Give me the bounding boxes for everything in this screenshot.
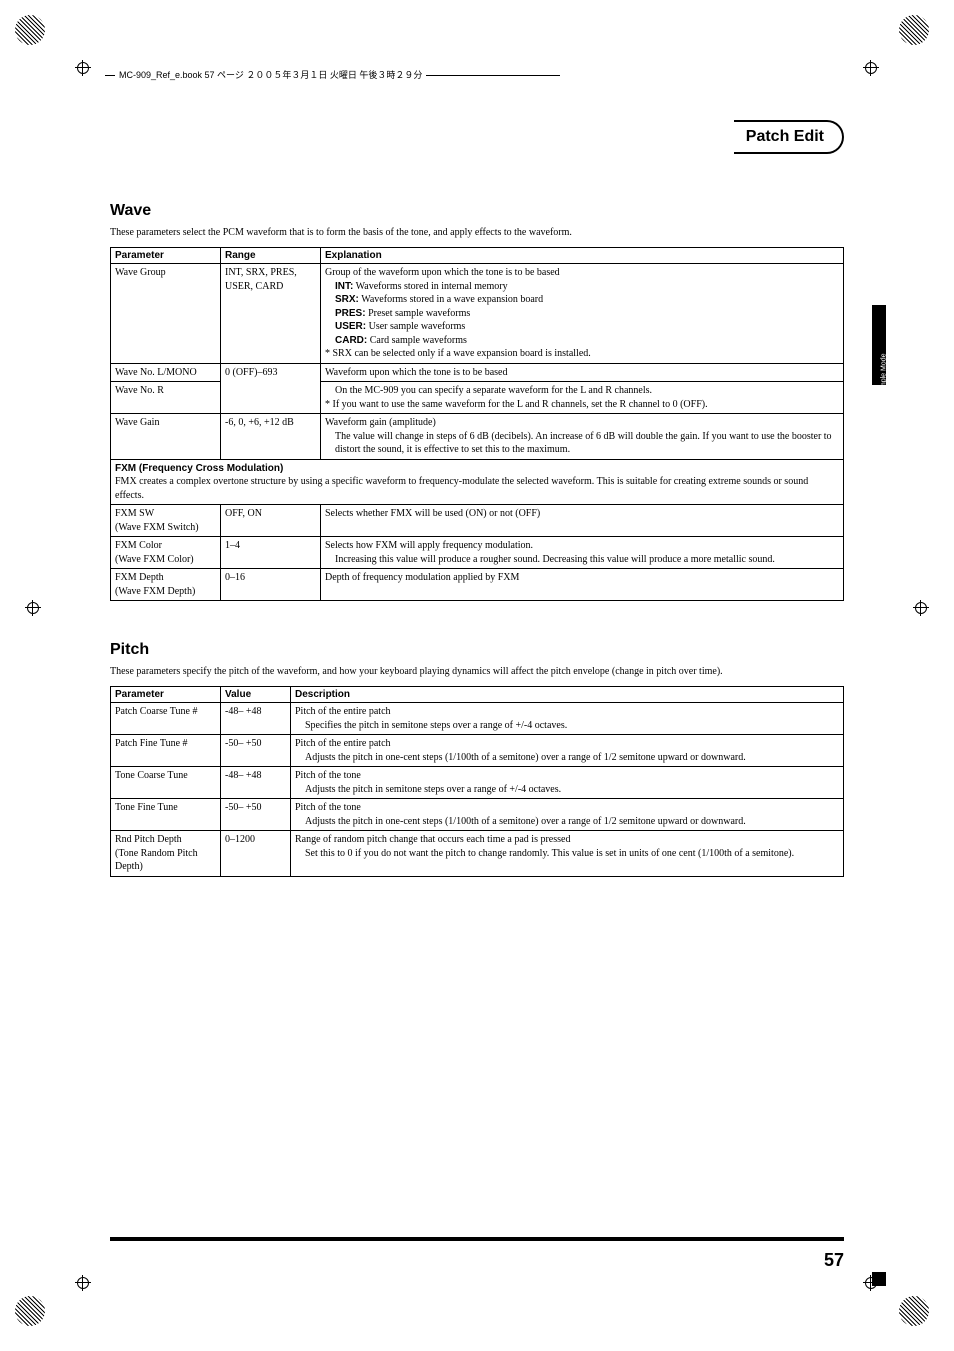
reg-mark-bottom-right bbox=[899, 1296, 939, 1336]
side-tab-label: Patch/Sample Mode bbox=[881, 354, 888, 417]
cell-exp: Group of the waveform upon which the ton… bbox=[321, 264, 844, 364]
wave-heading: Wave bbox=[110, 202, 844, 220]
pitch-intro: These parameters specify the pitch of th… bbox=[110, 665, 844, 678]
crop-mark-top-left bbox=[75, 60, 91, 76]
page-content: Patch Edit Wave These parameters select … bbox=[110, 120, 844, 877]
cell-range: 1–4 bbox=[221, 537, 321, 569]
cell-exp: On the MC-909 you can specify a separate… bbox=[321, 382, 844, 414]
cell-value: -50– +50 bbox=[221, 735, 291, 767]
crop-mark-mid-left bbox=[25, 600, 41, 616]
table-row: Wave No. L/MONO 0 (OFF)–693 Waveform upo… bbox=[111, 363, 844, 382]
table-row: FXM Depth (Wave FXM Depth) 0–16 Depth of… bbox=[111, 569, 844, 601]
crop-mark-bottom-left bbox=[75, 1275, 91, 1291]
th-range: Range bbox=[221, 248, 321, 264]
table-row: FXM SW (Wave FXM Switch) OFF, ON Selects… bbox=[111, 505, 844, 537]
table-row: Tone Coarse Tune -48– +48 Pitch of the t… bbox=[111, 767, 844, 799]
pitch-heading: Pitch bbox=[110, 641, 844, 659]
cell-param: Wave No. R bbox=[111, 382, 221, 414]
table-header-row: Parameter Range Explanation bbox=[111, 248, 844, 264]
cell-desc: Pitch of the entire patch Adjusts the pi… bbox=[291, 735, 844, 767]
cell-subhead: FXM (Frequency Cross Modulation) FMX cre… bbox=[111, 459, 844, 505]
table-subsection: FXM (Frequency Cross Modulation) FMX cre… bbox=[111, 459, 844, 505]
th-description: Description bbox=[291, 687, 844, 703]
pitch-table: Parameter Value Description Patch Coarse… bbox=[110, 686, 844, 877]
cell-param: Tone Fine Tune bbox=[111, 799, 221, 831]
thumb-index-mark bbox=[872, 1272, 886, 1286]
reg-mark-bottom-left bbox=[15, 1296, 55, 1336]
cell-exp: Selects whether FMX will be used (ON) or… bbox=[321, 505, 844, 537]
table-row: Rnd Pitch Depth (Tone Random Pitch Depth… bbox=[111, 831, 844, 877]
cell-desc: Pitch of the tone Adjusts the pitch in s… bbox=[291, 767, 844, 799]
table-row: Tone Fine Tune -50– +50 Pitch of the ton… bbox=[111, 799, 844, 831]
table-row: Patch Coarse Tune # -48– +48 Pitch of th… bbox=[111, 703, 844, 735]
cell-param: Wave Gain bbox=[111, 414, 221, 460]
reg-mark-top-left bbox=[15, 15, 55, 55]
cell-exp: Selects how FXM will apply frequency mod… bbox=[321, 537, 844, 569]
cell-desc: Pitch of the entire patch Specifies the … bbox=[291, 703, 844, 735]
th-parameter: Parameter bbox=[111, 248, 221, 264]
table-row: Wave Group INT, SRX, PRES, USER, CARD Gr… bbox=[111, 264, 844, 364]
cell-value: 0–1200 bbox=[221, 831, 291, 877]
cell-value: -48– +48 bbox=[221, 703, 291, 735]
cell-range: -6, 0, +6, +12 dB bbox=[221, 414, 321, 460]
table-row: Wave Gain -6, 0, +6, +12 dB Waveform gai… bbox=[111, 414, 844, 460]
wave-intro: These parameters select the PCM waveform… bbox=[110, 226, 844, 239]
title-bar: Patch Edit bbox=[734, 120, 844, 154]
crop-mark-top-right bbox=[863, 60, 879, 76]
reg-mark-top-right bbox=[899, 15, 939, 55]
th-explanation: Explanation bbox=[321, 248, 844, 264]
table-row: FXM Color (Wave FXM Color) 1–4 Selects h… bbox=[111, 537, 844, 569]
table-header-row: Parameter Value Description bbox=[111, 687, 844, 703]
cell-exp: Depth of frequency modulation applied by… bbox=[321, 569, 844, 601]
cell-range: 0 (OFF)–693 bbox=[221, 363, 321, 414]
cell-value: -50– +50 bbox=[221, 799, 291, 831]
header-filename: MC-909_Ref_e.book 57 ページ ２００５年３月１日 火曜日 午… bbox=[115, 68, 426, 81]
cell-value: -48– +48 bbox=[221, 767, 291, 799]
cell-range: INT, SRX, PRES, USER, CARD bbox=[221, 264, 321, 364]
cell-exp: Waveform upon which the tone is to be ba… bbox=[321, 363, 844, 382]
cell-param: FXM Depth (Wave FXM Depth) bbox=[111, 569, 221, 601]
cell-range: 0–16 bbox=[221, 569, 321, 601]
table-row: Wave No. R On the MC-909 you can specify… bbox=[111, 382, 844, 414]
cell-param: Patch Fine Tune # bbox=[111, 735, 221, 767]
page-number: 57 bbox=[824, 1250, 844, 1271]
cell-param: Patch Coarse Tune # bbox=[111, 703, 221, 735]
crop-mark-mid-right bbox=[913, 600, 929, 616]
th-value: Value bbox=[221, 687, 291, 703]
cell-param: FXM Color (Wave FXM Color) bbox=[111, 537, 221, 569]
table-row: Patch Fine Tune # -50– +50 Pitch of the … bbox=[111, 735, 844, 767]
cell-range: OFF, ON bbox=[221, 505, 321, 537]
cell-param: Wave Group bbox=[111, 264, 221, 364]
cell-desc: Pitch of the tone Adjusts the pitch in o… bbox=[291, 799, 844, 831]
cell-param: Tone Coarse Tune bbox=[111, 767, 221, 799]
cell-param: Rnd Pitch Depth (Tone Random Pitch Depth… bbox=[111, 831, 221, 877]
th-parameter: Parameter bbox=[111, 687, 221, 703]
cell-param: Wave No. L/MONO bbox=[111, 363, 221, 382]
title-bar-text: Patch Edit bbox=[746, 128, 824, 145]
cell-exp: Waveform gain (amplitude) The value will… bbox=[321, 414, 844, 460]
cell-param: FXM SW (Wave FXM Switch) bbox=[111, 505, 221, 537]
page-footer-rule bbox=[110, 1237, 844, 1241]
cell-desc: Range of random pitch change that occurs… bbox=[291, 831, 844, 877]
wave-table: Parameter Range Explanation Wave Group I… bbox=[110, 247, 844, 601]
